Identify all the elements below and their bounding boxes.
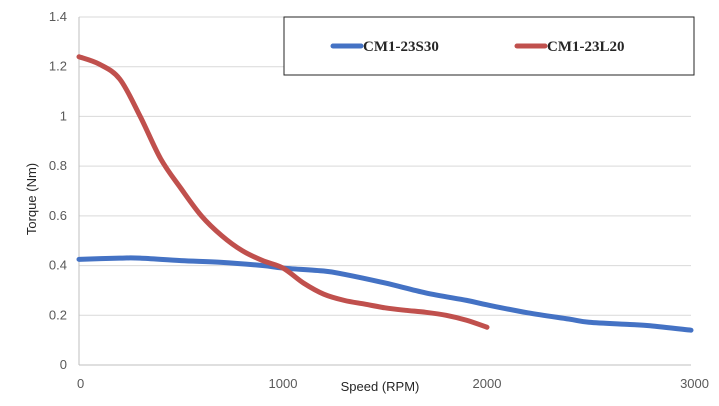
legend-label: CM1-23L20 [547, 39, 625, 55]
y-tick-label: 1.4 [49, 9, 67, 24]
x-tick-label: 0 [77, 376, 84, 391]
y-axis-title: Torque (Nm) [24, 163, 39, 235]
legend: CM1-23S30 CM1-23L20 [284, 17, 694, 75]
x-tick-label: 3000 [680, 376, 709, 391]
x-axis-title: Speed (RPM) [341, 379, 420, 394]
y-tick-label: 0 [60, 357, 67, 372]
y-tick-label: 0.2 [49, 307, 67, 322]
x-tick-label: 2000 [473, 376, 502, 391]
legend-label: CM1-23S30 [363, 39, 439, 55]
y-tick-label: 1.2 [49, 59, 67, 74]
y-tick-label: 1 [60, 108, 67, 123]
y-tick-label: 0.6 [49, 208, 67, 223]
y-tick-label: 0.4 [49, 258, 67, 273]
y-tick-label: 0.8 [49, 158, 67, 173]
x-tick-label: 1000 [269, 376, 298, 391]
